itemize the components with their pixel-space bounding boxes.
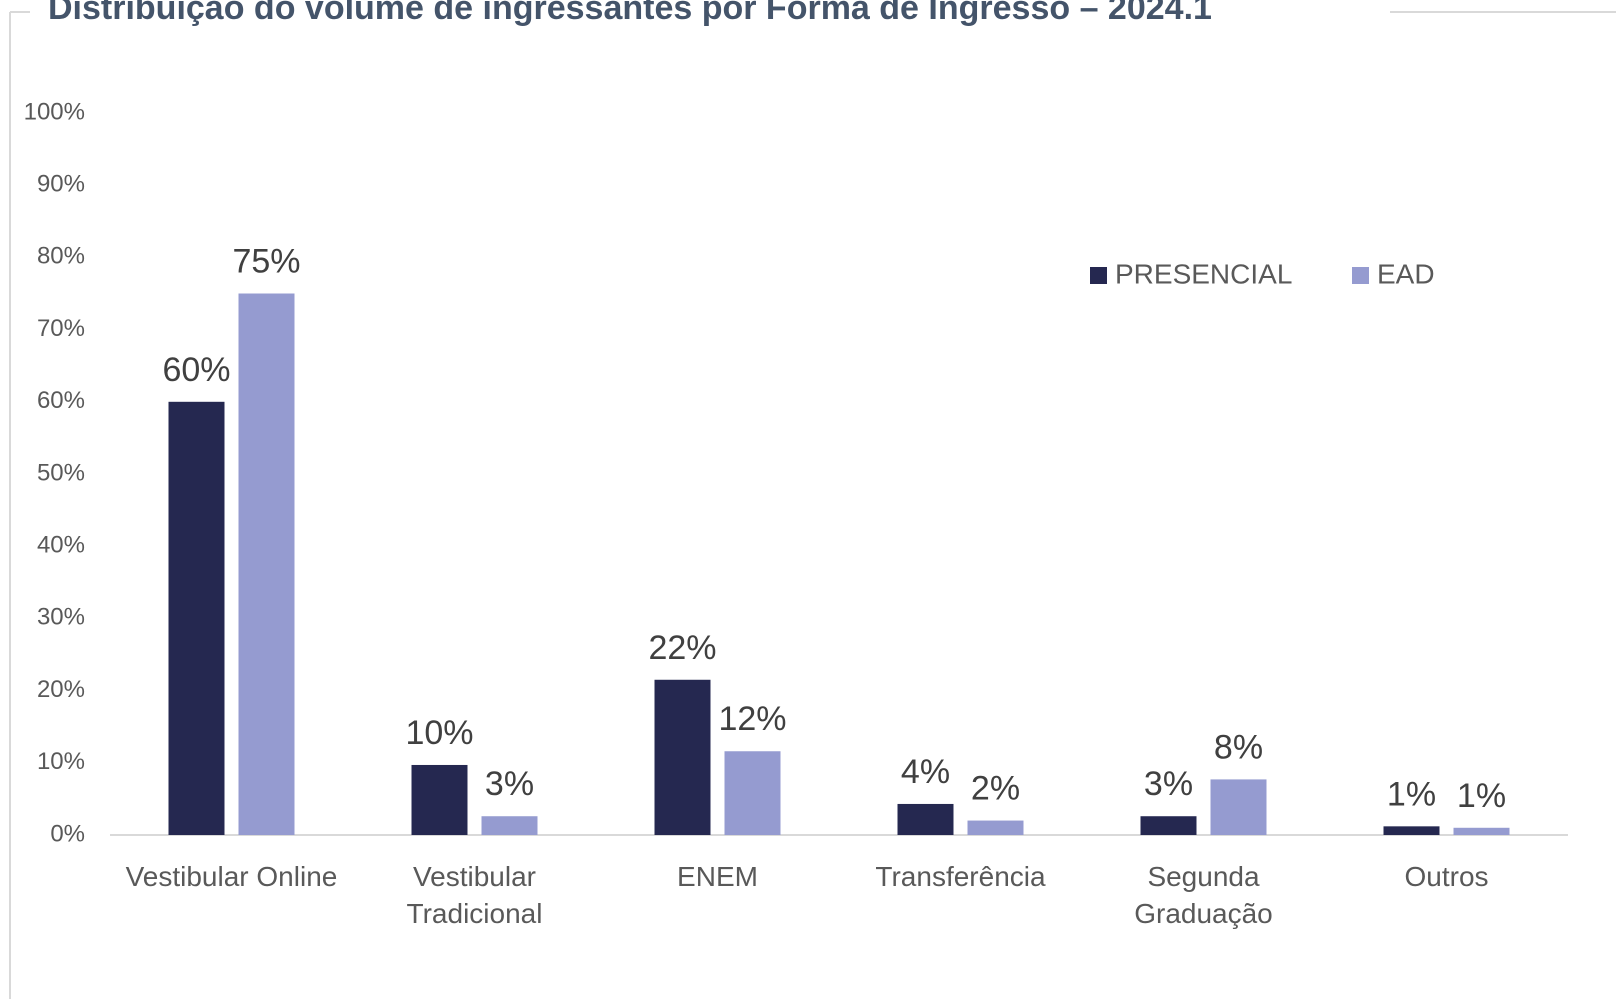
data-label: 3% — [485, 765, 534, 803]
legend-swatch — [1090, 267, 1107, 284]
bar — [481, 816, 538, 835]
data-label: 22% — [648, 629, 716, 667]
y-tick-label: 60% — [37, 387, 85, 414]
x-tick-label: Vestibular Online — [125, 861, 338, 892]
x-tick-label: ENEM — [677, 861, 758, 892]
data-label: 1% — [1387, 775, 1436, 813]
chart-title: Distribuição do volume de ingressantes p… — [48, 0, 1212, 27]
x-tick-label: Segunda Graduação — [1134, 861, 1273, 929]
y-tick-label: 50% — [37, 459, 85, 486]
bar — [724, 751, 781, 835]
data-label: 12% — [718, 700, 786, 738]
y-tick-label: 80% — [37, 243, 85, 270]
y-tick-label: 100% — [24, 98, 85, 125]
legend-label: PRESENCIAL — [1115, 258, 1292, 289]
bar — [1140, 816, 1197, 835]
data-label: 1% — [1457, 777, 1506, 815]
y-tick-label: 40% — [37, 532, 85, 559]
legend-label: EAD — [1377, 258, 1435, 289]
x-tick-label: Transferência — [875, 861, 1046, 892]
bar — [168, 401, 225, 835]
bar — [1453, 827, 1510, 835]
data-label: 3% — [1144, 765, 1193, 803]
y-tick-label: 20% — [37, 676, 85, 703]
data-label: 2% — [971, 770, 1020, 808]
x-tick-label: Outros — [1404, 861, 1489, 892]
bar — [238, 293, 295, 835]
bar — [411, 764, 468, 835]
bar — [1210, 779, 1267, 835]
data-label: 8% — [1214, 728, 1263, 766]
data-label: 75% — [232, 242, 300, 280]
legend-swatch — [1352, 267, 1369, 284]
y-tick-label: 30% — [37, 604, 85, 631]
bar — [897, 803, 954, 835]
y-tick-label: 0% — [50, 820, 85, 847]
data-label: 4% — [901, 753, 950, 791]
data-label: 10% — [405, 714, 473, 752]
data-label: 60% — [162, 351, 230, 389]
y-tick-label: 90% — [37, 171, 85, 198]
y-tick-label: 70% — [37, 315, 85, 342]
bar — [654, 679, 711, 835]
bar — [1383, 826, 1440, 835]
x-tick-label: Vestibular Tradicional — [406, 861, 543, 929]
bar — [967, 820, 1024, 835]
y-tick-label: 10% — [37, 748, 85, 775]
